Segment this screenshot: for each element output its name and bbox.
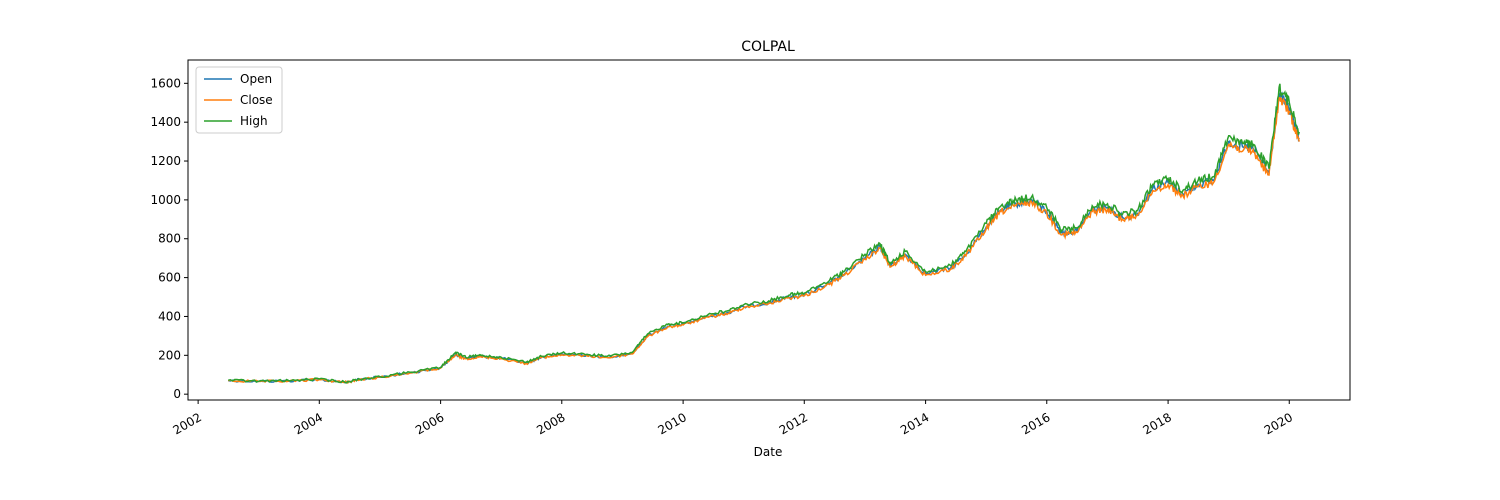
y-tick-label-1600: 1600	[150, 76, 181, 90]
y-tick-label-1400: 1400	[150, 115, 181, 129]
y-tick-label-1000: 1000	[150, 193, 181, 207]
x-tick-label-2014: 2014	[898, 410, 931, 437]
y-tick-label-400: 400	[158, 309, 181, 323]
chart-title: COLPAL	[741, 39, 795, 55]
series-layer	[227, 83, 1300, 384]
series-line-close	[227, 96, 1300, 384]
x-axis-label: Date	[754, 445, 783, 459]
x-tick-label-2012: 2012	[777, 410, 810, 437]
plot-frame	[187, 59, 1351, 401]
x-tick-label-2002: 2002	[171, 410, 204, 437]
legend-label-open: Open	[240, 72, 272, 86]
x-tick-label-2016: 2016	[1019, 410, 1052, 437]
legend-label-close: Close	[240, 93, 273, 107]
x-tick-label-2010: 2010	[656, 410, 689, 437]
legend-label-high: High	[240, 114, 268, 128]
legend: Open Close High	[195, 66, 283, 134]
series-line-high	[228, 83, 1300, 384]
x-tick-label-2004: 2004	[292, 410, 325, 437]
y-tick-label-600: 600	[158, 271, 181, 285]
y-tick-label-0: 0	[173, 387, 181, 401]
x-tick-label-2018: 2018	[1141, 410, 1174, 437]
y-tick-label-1200: 1200	[150, 154, 181, 168]
x-tick-label-2006: 2006	[413, 410, 446, 437]
series-line-open	[228, 91, 1300, 384]
x-tick-label-2008: 2008	[534, 410, 567, 437]
y-axis: 0 200 400 600 800 1000 1200 1400 1600	[150, 76, 188, 401]
y-tick-label-200: 200	[158, 348, 181, 362]
x-axis: 2002 2004 2006 2008 2010 2012 2014 2016 2018 2020	[171, 400, 1295, 437]
x-tick-label-2020: 2020	[1262, 410, 1295, 437]
legend-box	[195, 66, 283, 134]
y-tick-label-800: 800	[158, 232, 181, 246]
